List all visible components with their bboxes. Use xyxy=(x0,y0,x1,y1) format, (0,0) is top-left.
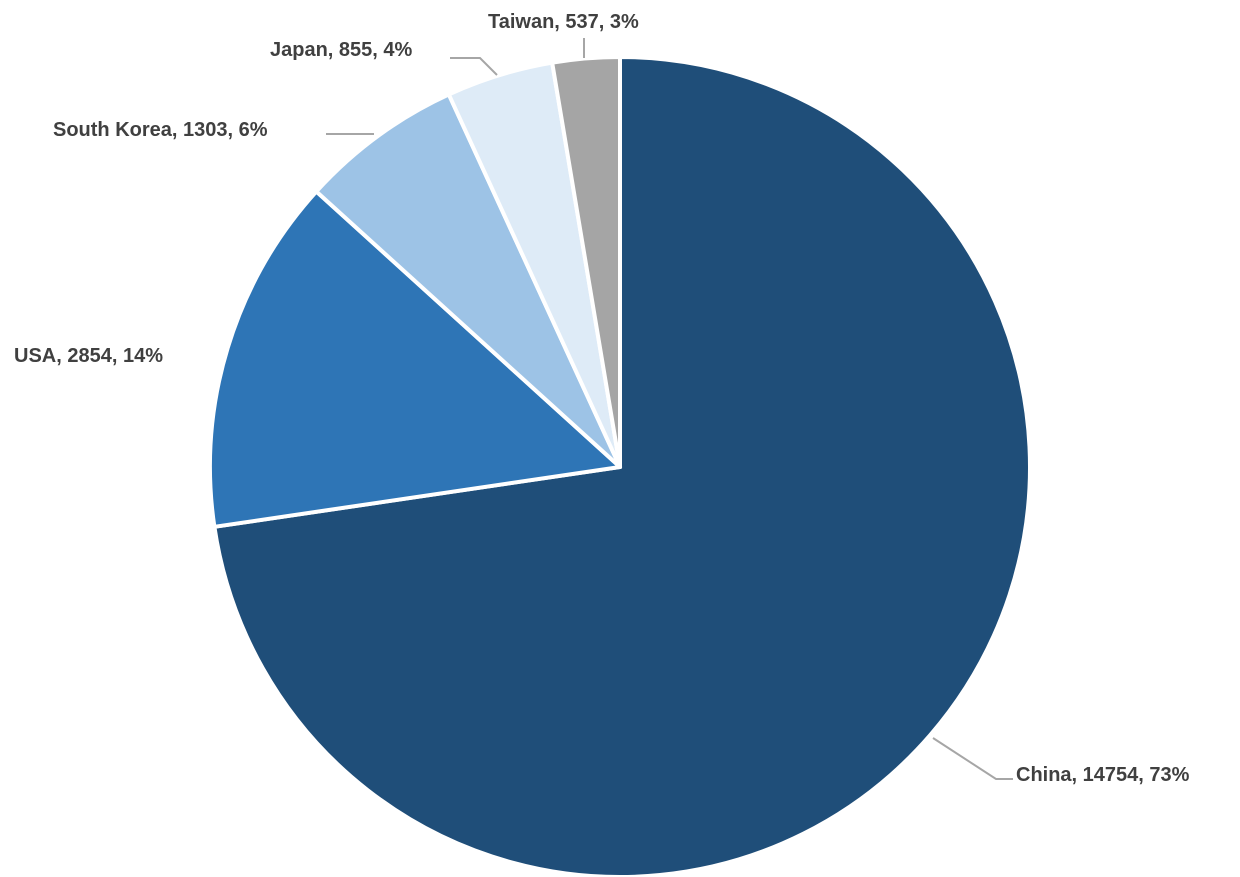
data-label-south-korea: South Korea, 1303, 6% xyxy=(53,119,268,141)
data-label-taiwan: Taiwan, 537, 3% xyxy=(488,11,639,33)
leader-lines xyxy=(326,38,1013,780)
pie-slice-south-korea xyxy=(314,92,622,469)
data-label-china: China, 14754, 73% xyxy=(1016,764,1190,786)
pie-slice-usa xyxy=(208,189,622,529)
pie-slice-taiwan xyxy=(550,55,622,469)
data-labels: China, 14754, 73% USA, 2854, 14% South K… xyxy=(14,11,1190,786)
data-label-usa: USA, 2854, 14% xyxy=(14,345,163,367)
leader-line-china xyxy=(932,737,1013,780)
leader-line-japan xyxy=(450,57,498,76)
pie-slices xyxy=(208,55,1032,877)
data-label-japan: Japan, 855, 4% xyxy=(270,39,413,61)
pie-slice-china xyxy=(212,55,1032,877)
